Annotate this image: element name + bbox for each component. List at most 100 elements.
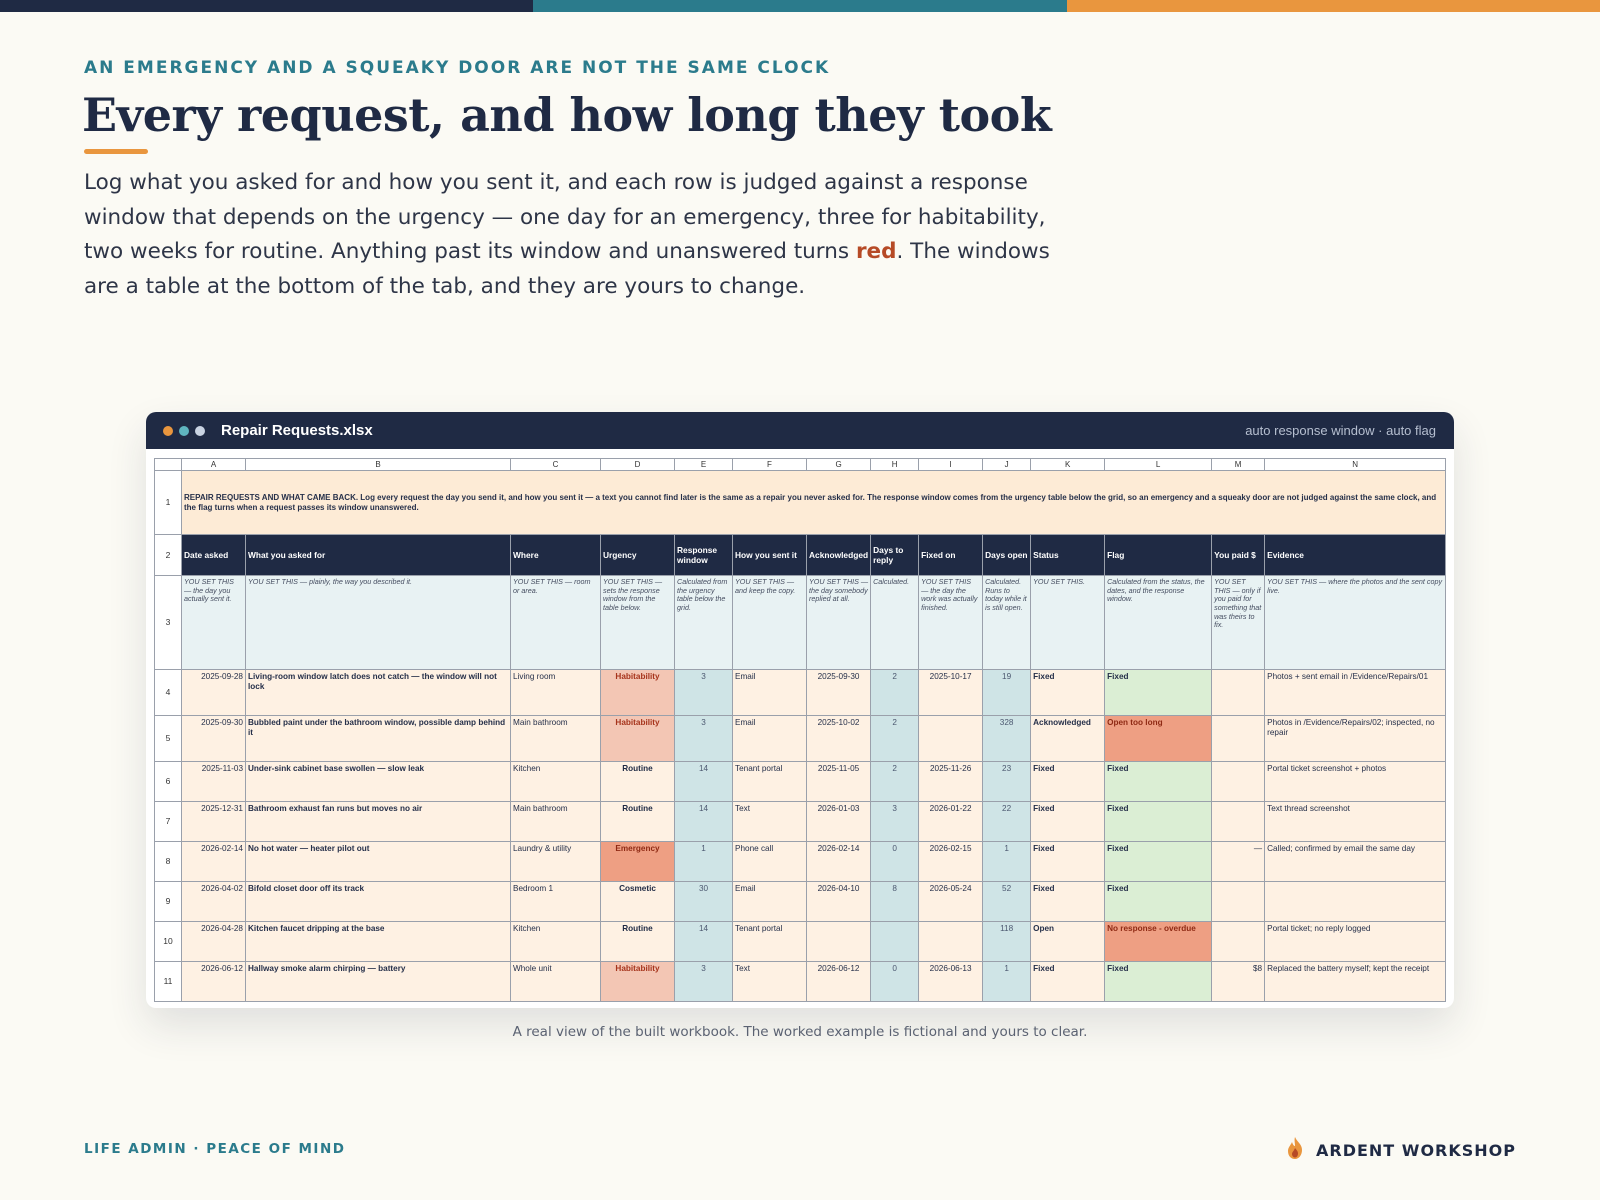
- cell-flag[interactable]: Open too long: [1104, 715, 1213, 762]
- cell-urgency[interactable]: Routine: [600, 801, 675, 842]
- cell-how-sent[interactable]: Phone call: [732, 841, 807, 882]
- header-cell[interactable]: Response window: [674, 534, 733, 576]
- window-dot-teal[interactable]: [179, 425, 189, 436]
- cell-where[interactable]: Kitchen: [510, 761, 601, 802]
- cell-status[interactable]: Fixed: [1030, 669, 1106, 716]
- cell-you-paid[interactable]: —: [1211, 841, 1266, 882]
- column-header-n[interactable]: N: [1264, 458, 1447, 471]
- cell-how-sent[interactable]: Tenant portal: [732, 921, 807, 962]
- cell-days-open[interactable]: 1: [982, 841, 1032, 882]
- cell-days-open[interactable]: 118: [982, 921, 1032, 962]
- cell-evidence[interactable]: Portal ticket; no reply logged: [1264, 921, 1447, 962]
- column-header-l[interactable]: L: [1104, 458, 1213, 471]
- header-cell[interactable]: Fixed on: [918, 534, 984, 576]
- cell-acknowledged[interactable]: 2025-09-30: [805, 669, 872, 716]
- header-cell[interactable]: What you asked for: [245, 534, 511, 576]
- row-number[interactable]: 10: [154, 921, 182, 962]
- cell-what[interactable]: No hot water — heater pilot out: [245, 841, 511, 882]
- cell-days-to-reply[interactable]: 2: [870, 761, 920, 802]
- note-cell[interactable]: YOU SET THIS — the day somebody replied …: [805, 575, 872, 670]
- cell-date-asked[interactable]: 2026-04-28: [181, 921, 246, 962]
- cell-date-asked[interactable]: 2025-11-03: [181, 761, 246, 802]
- row-number[interactable]: 2: [154, 534, 182, 576]
- header-cell[interactable]: Urgency: [600, 534, 675, 576]
- note-cell[interactable]: YOU SET THIS — room or area.: [510, 575, 601, 670]
- cell-status[interactable]: Open: [1030, 921, 1106, 962]
- column-header-e[interactable]: E: [674, 458, 733, 471]
- cell-days-open[interactable]: 19: [982, 669, 1032, 716]
- row-number[interactable]: 9: [154, 881, 182, 922]
- cell-how-sent[interactable]: Email: [732, 881, 807, 922]
- cell-what[interactable]: Bathroom exhaust fan runs but moves no a…: [245, 801, 511, 842]
- cell-flag[interactable]: No response - overdue: [1104, 921, 1213, 962]
- cell-response-window[interactable]: 14: [674, 761, 733, 802]
- cell-you-paid[interactable]: [1211, 715, 1266, 762]
- cell-flag[interactable]: Fixed: [1104, 801, 1213, 842]
- cell-days-open[interactable]: 1: [982, 961, 1032, 1002]
- header-cell[interactable]: Where: [510, 534, 601, 576]
- cell-response-window[interactable]: 3: [674, 715, 733, 762]
- cell-days-open[interactable]: 22: [982, 801, 1032, 842]
- note-cell[interactable]: Calculated. Runs to today while it is st…: [982, 575, 1032, 670]
- cell-status[interactable]: Fixed: [1030, 841, 1106, 882]
- header-cell[interactable]: How you sent it: [732, 534, 807, 576]
- cell-acknowledged[interactable]: [805, 921, 872, 962]
- cell-evidence[interactable]: Called; confirmed by email the same day: [1264, 841, 1447, 882]
- cell-urgency[interactable]: Habitability: [600, 961, 675, 1002]
- row-number[interactable]: 7: [154, 801, 182, 842]
- cell-how-sent[interactable]: Tenant portal: [732, 761, 807, 802]
- cell-what[interactable]: Bubbled paint under the bathroom window,…: [245, 715, 511, 762]
- cell-response-window[interactable]: 14: [674, 921, 733, 962]
- note-cell[interactable]: Calculated from the status, the dates, a…: [1104, 575, 1213, 670]
- cell-flag[interactable]: Fixed: [1104, 961, 1213, 1002]
- cell-status[interactable]: Fixed: [1030, 881, 1106, 922]
- cell-where[interactable]: Main bathroom: [510, 715, 601, 762]
- cell-date-asked[interactable]: 2025-12-31: [181, 801, 246, 842]
- cell-acknowledged[interactable]: 2025-10-02: [805, 715, 872, 762]
- column-header-d[interactable]: D: [600, 458, 675, 471]
- column-header-j[interactable]: J: [982, 458, 1032, 471]
- note-cell[interactable]: YOU SET THIS — and keep the copy.: [732, 575, 807, 670]
- cell-status[interactable]: Acknowledged: [1030, 715, 1106, 762]
- cell-evidence[interactable]: Photos in /Evidence/Repairs/02; inspecte…: [1264, 715, 1447, 762]
- cell-response-window[interactable]: 30: [674, 881, 733, 922]
- cell-status[interactable]: Fixed: [1030, 961, 1106, 1002]
- row-number[interactable]: 5: [154, 715, 182, 762]
- column-header-c[interactable]: C: [510, 458, 601, 471]
- banner-cell[interactable]: REPAIR REQUESTS AND WHAT CAME BACK. Log …: [180, 470, 1447, 535]
- cell-flag[interactable]: Fixed: [1104, 761, 1213, 802]
- column-header-a[interactable]: A: [181, 458, 246, 471]
- cell-acknowledged[interactable]: 2026-01-03: [805, 801, 872, 842]
- cell-acknowledged[interactable]: 2026-02-14: [805, 841, 872, 882]
- cell-days-to-reply[interactable]: [870, 921, 920, 962]
- header-cell[interactable]: Status: [1030, 534, 1106, 576]
- cell-fixed-on[interactable]: 2026-01-22: [918, 801, 984, 842]
- cell-you-paid[interactable]: [1211, 669, 1266, 716]
- cell-urgency[interactable]: Cosmetic: [600, 881, 675, 922]
- cell-days-to-reply[interactable]: 0: [870, 841, 920, 882]
- cell-you-paid[interactable]: [1211, 921, 1266, 962]
- corner-cell[interactable]: [154, 458, 182, 471]
- cell-where[interactable]: Living room: [510, 669, 601, 716]
- cell-flag[interactable]: Fixed: [1104, 841, 1213, 882]
- note-cell[interactable]: YOU SET THIS — the day the work was actu…: [918, 575, 984, 670]
- cell-evidence[interactable]: Replaced the battery myself; kept the re…: [1264, 961, 1447, 1002]
- cell-days-open[interactable]: 328: [982, 715, 1032, 762]
- cell-response-window[interactable]: 3: [674, 669, 733, 716]
- header-cell[interactable]: Flag: [1104, 534, 1213, 576]
- cell-evidence[interactable]: Photos + sent email in /Evidence/Repairs…: [1264, 669, 1447, 716]
- cell-how-sent[interactable]: Email: [732, 715, 807, 762]
- column-header-i[interactable]: I: [918, 458, 984, 471]
- cell-response-window[interactable]: 3: [674, 961, 733, 1002]
- cell-you-paid[interactable]: [1211, 881, 1266, 922]
- cell-fixed-on[interactable]: 2026-06-13: [918, 961, 984, 1002]
- column-header-b[interactable]: B: [245, 458, 511, 471]
- cell-how-sent[interactable]: Text: [732, 801, 807, 842]
- row-number[interactable]: 3: [154, 575, 182, 670]
- column-header-f[interactable]: F: [732, 458, 807, 471]
- cell-response-window[interactable]: 14: [674, 801, 733, 842]
- window-dot-grey[interactable]: [195, 425, 205, 436]
- column-header-h[interactable]: H: [870, 458, 920, 471]
- cell-days-open[interactable]: 52: [982, 881, 1032, 922]
- header-cell[interactable]: Days to reply: [870, 534, 920, 576]
